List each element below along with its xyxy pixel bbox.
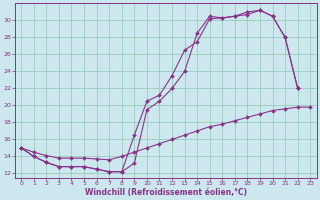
X-axis label: Windchill (Refroidissement éolien,°C): Windchill (Refroidissement éolien,°C) xyxy=(85,188,247,197)
